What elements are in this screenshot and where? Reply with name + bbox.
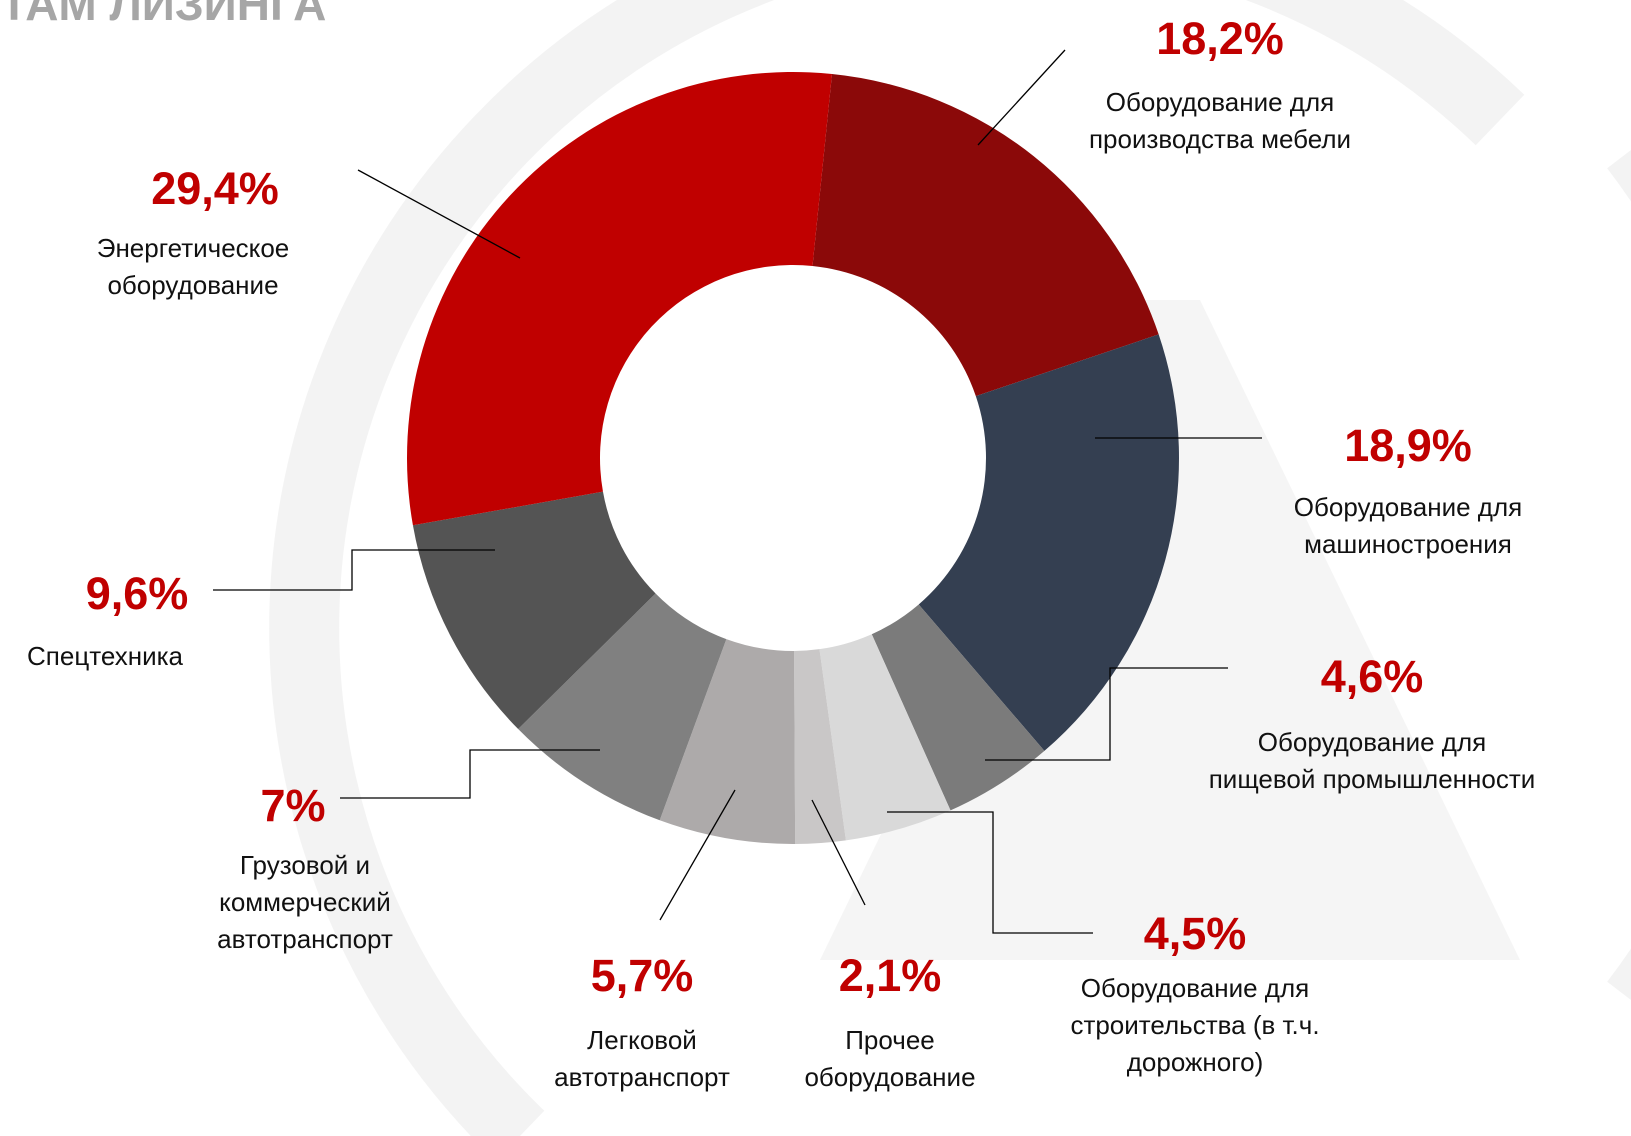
leader-line — [659, 789, 736, 921]
category-label: коммерческий — [219, 887, 391, 917]
chart-title: ТАМ ЛИЗИНГА — [0, 0, 326, 30]
value-label: 4,5% — [1144, 908, 1247, 959]
slice — [518, 593, 727, 821]
value-label: 7% — [260, 780, 325, 831]
slice — [794, 649, 846, 844]
value-label: 29,4% — [151, 163, 279, 214]
slice — [871, 604, 1045, 811]
category-label: Оборудование для — [1106, 87, 1334, 117]
category-label: оборудование — [804, 1062, 975, 1092]
value-label: 2,1% — [839, 950, 942, 1001]
value-label: 5,7% — [591, 950, 694, 1001]
category-label: Энергетическое — [97, 233, 290, 263]
category-label: пищевой промышленности — [1209, 764, 1536, 794]
category-label: автотранспорт — [217, 924, 393, 954]
category-label: Оборудование для — [1081, 973, 1309, 1003]
slice — [659, 639, 796, 844]
value-label: 18,2% — [1156, 13, 1284, 64]
slice — [819, 634, 951, 841]
value-label: 4,6% — [1321, 651, 1424, 702]
leader-line — [977, 49, 1066, 146]
leader-line — [357, 169, 521, 259]
leader-line — [811, 799, 866, 906]
slice — [412, 491, 656, 730]
category-label: Спецтехника — [27, 641, 184, 671]
category-label: Оборудование для — [1258, 727, 1486, 757]
category-label: Легковой — [587, 1025, 697, 1055]
category-label: машиностроения — [1304, 529, 1512, 559]
category-label: строительства (в т.ч. — [1070, 1010, 1319, 1040]
value-label: 18,9% — [1344, 420, 1472, 471]
leader-line — [887, 811, 1093, 934]
slice — [407, 71, 833, 526]
category-label: Прочее — [845, 1025, 935, 1055]
category-label: дорожного) — [1127, 1047, 1264, 1077]
category-label: Оборудование для — [1294, 492, 1522, 522]
leader-line — [213, 549, 495, 591]
value-label: 9,6% — [86, 568, 189, 619]
category-label: Грузовой и — [240, 850, 370, 880]
leader-line — [985, 667, 1228, 761]
leader-line — [340, 749, 600, 799]
background-logo — [269, 0, 1631, 1136]
category-label: автотранспорт — [554, 1062, 730, 1092]
category-label: производства мебели — [1089, 124, 1351, 154]
slice — [812, 73, 1159, 397]
category-label: оборудование — [107, 270, 278, 300]
